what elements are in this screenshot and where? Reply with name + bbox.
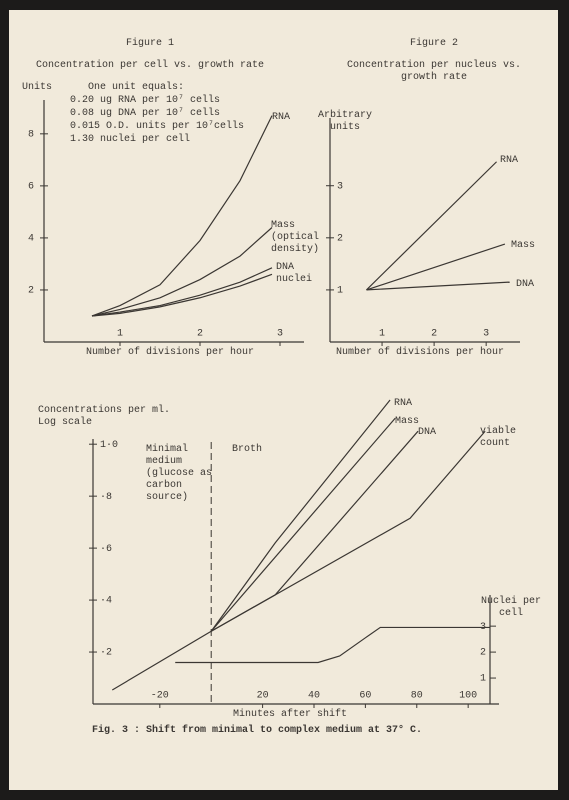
- y2-axis-label: Nuclei per cell: [480, 596, 541, 619]
- series-label: Mass (optical density): [271, 220, 320, 255]
- data-line: [91, 115, 273, 317]
- data-line: [91, 267, 273, 317]
- x-axis-label: Number of divisions per hour: [85, 347, 255, 358]
- series-label: DNA: [418, 427, 437, 438]
- data-line: [210, 399, 391, 632]
- x-axis-label: Minutes after shift: [232, 709, 348, 720]
- y-tick-label: ·2: [100, 648, 112, 659]
- series-label: viable count: [480, 426, 517, 449]
- x-tick-label: 60: [359, 691, 371, 702]
- x-tick-label: 40: [308, 691, 320, 702]
- x-tick-label: 80: [411, 691, 423, 702]
- unit-note: 0.08 ug DNA per 10⁷ cells: [70, 108, 221, 119]
- unit-note: 0.015 O.D. units per 10⁷cells: [70, 121, 245, 132]
- y-tick-label: ·6: [100, 544, 112, 555]
- unit-note: 0.20 ug RNA per 10⁷ cells: [70, 95, 221, 106]
- series-label: DNA: [516, 279, 535, 290]
- data-line: [91, 227, 273, 317]
- y-axis-label: Concentrations per ml.: [38, 405, 171, 416]
- y-tick-label: 1·0: [100, 440, 118, 451]
- x-tick-label: 3: [277, 329, 283, 340]
- y-axis-label: Log scale: [38, 417, 93, 428]
- phase-label: Minimal medium (glucose as carbon source…: [146, 444, 213, 503]
- series-label: Mass: [395, 416, 420, 427]
- y-tick-label: 3: [337, 181, 343, 192]
- y2-tick-label: 2: [480, 648, 486, 659]
- unit-note: One unit equals:: [88, 82, 185, 93]
- y-tick-label: 2: [28, 286, 34, 297]
- x-tick-label: 3: [483, 329, 489, 340]
- figure-subtitle: Concentration per cell vs. growth rate: [35, 60, 265, 71]
- phase-label: Broth: [232, 444, 263, 455]
- x-tick-label: 2: [197, 329, 203, 340]
- data-line: [91, 273, 273, 317]
- y-tick-label: ·4: [100, 596, 112, 607]
- x-tick-label: 20: [257, 691, 269, 702]
- x-tick-label: 1: [379, 329, 385, 340]
- figure-caption: Fig. 3 : Shift from minimal to complex m…: [92, 725, 423, 736]
- y-tick-label: ·8: [100, 492, 112, 503]
- y-tick-label: 2: [337, 233, 343, 244]
- y-axis-label: Arbitrary units: [317, 110, 372, 133]
- figure-title: Figure 2: [409, 38, 459, 49]
- paper: [9, 10, 558, 790]
- series-label: nuclei: [276, 274, 313, 285]
- data-line: [175, 626, 491, 664]
- data-line: [366, 243, 506, 291]
- unit-note: 1.30 nuclei per cell: [70, 134, 191, 145]
- series-label: RNA: [272, 112, 291, 123]
- x-tick-label: 100: [459, 691, 477, 702]
- data-line: [366, 161, 497, 291]
- data-line: [111, 430, 486, 691]
- series-label: Mass: [511, 240, 536, 251]
- y-tick-label: 8: [28, 129, 34, 140]
- series-label: DNA: [276, 262, 295, 273]
- y2-tick-label: 1: [480, 674, 486, 685]
- series-label: RNA: [500, 155, 519, 166]
- y-axis-label: Units: [22, 82, 53, 93]
- figure-title: Figure 1: [125, 38, 175, 49]
- y-tick-label: 6: [28, 182, 34, 193]
- data-line: [210, 417, 396, 632]
- series-label: RNA: [394, 398, 413, 409]
- x-tick-label: 2: [431, 329, 437, 340]
- y-tick-label: 1: [337, 286, 343, 297]
- x-tick-label: -20: [151, 691, 169, 702]
- x-tick-label: 1: [117, 329, 123, 340]
- y-tick-label: 4: [28, 234, 34, 245]
- x-axis-label: Number of divisions per hour: [335, 347, 505, 358]
- figure-subtitle: Concentration per nucleus vs. growth rat…: [346, 60, 522, 83]
- data-line: [366, 281, 510, 291]
